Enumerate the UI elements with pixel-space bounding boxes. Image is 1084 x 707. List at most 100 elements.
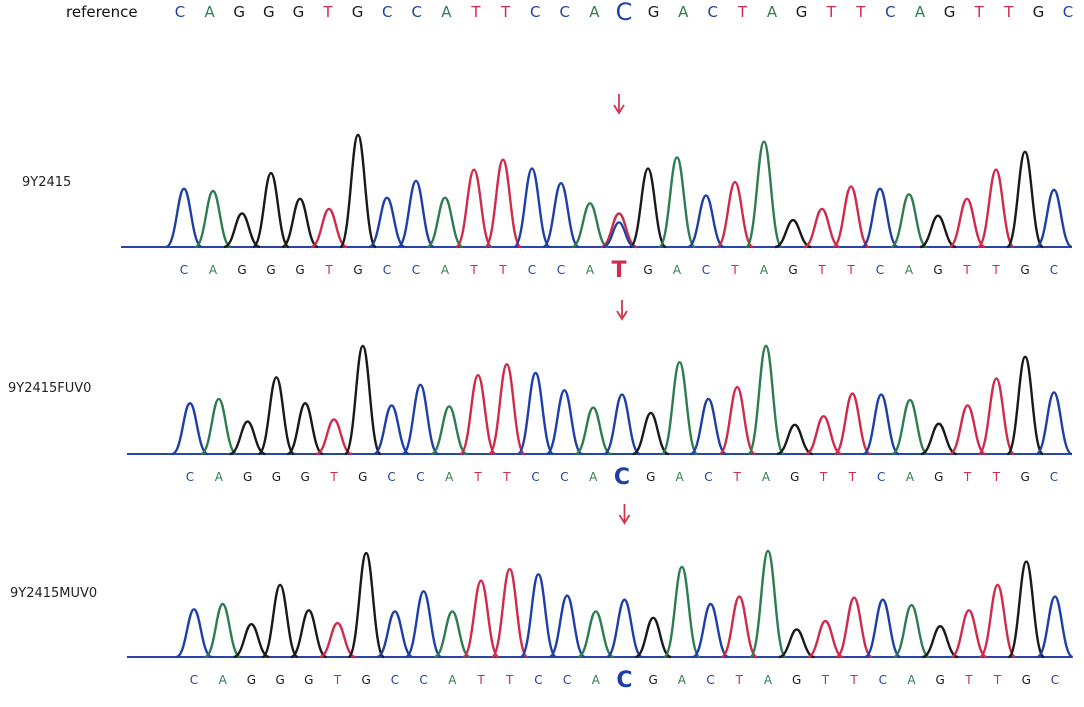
peak-a (574, 406, 612, 456)
peak-c (1035, 391, 1073, 456)
base-call: G (353, 263, 362, 277)
base-call: A (215, 470, 224, 484)
reference-base: C (412, 3, 422, 21)
peak-t (835, 596, 873, 659)
base-call: C (876, 263, 884, 277)
peak-t (310, 207, 348, 249)
peak-c (373, 404, 411, 456)
peak-t (716, 180, 754, 249)
peak-t (807, 619, 844, 659)
base-call: T (848, 470, 857, 484)
peak-g (628, 167, 668, 249)
trace-9y2415: 9Y2415 C A G G G T G C C A T T C C A T G A C T A G T T C A G T T G C (22, 94, 1073, 283)
peak-c (368, 196, 406, 249)
base-call: C (387, 470, 395, 484)
base-call: C (702, 263, 710, 277)
base-call: G (649, 673, 658, 687)
peak-g (233, 622, 270, 659)
base-call: C (412, 263, 420, 277)
base-call: T (733, 470, 742, 484)
peak-c (692, 602, 729, 659)
base-call: A (448, 673, 457, 687)
peak-t (483, 158, 523, 249)
peak-c (687, 194, 725, 249)
base-call: G (1020, 263, 1029, 277)
peak-g (229, 420, 266, 456)
peak-c (397, 179, 435, 249)
sample-label: 9Y2415 (22, 175, 71, 190)
base-call: G (243, 470, 252, 484)
peak-a (204, 602, 242, 659)
peak-g (632, 411, 670, 456)
base-call: T (819, 470, 828, 484)
peak-a (426, 196, 464, 249)
base-call: A (906, 470, 915, 484)
variant-arrow (616, 300, 628, 321)
sample-label: 9Y2415MUV0 (10, 586, 97, 601)
reference-base: C (382, 3, 392, 21)
base-call: G (362, 673, 371, 687)
peak-t (948, 197, 986, 249)
peak-c (175, 608, 213, 659)
base-call: T (469, 263, 478, 277)
reference-base: A (767, 3, 778, 21)
reference-base: T (826, 3, 837, 21)
base-call: G (792, 673, 801, 687)
reference-base: T (974, 3, 985, 21)
reference-base: C (616, 0, 633, 26)
peak-g (290, 609, 328, 659)
base-call: T (963, 470, 972, 484)
base-call: A (675, 470, 684, 484)
peak-a (749, 549, 787, 659)
base-call: A (907, 673, 916, 687)
base-call: C (1050, 263, 1058, 277)
reference-base: G (796, 3, 808, 21)
peak-g (921, 625, 959, 659)
base-call: C (391, 673, 399, 687)
peak-t (315, 418, 353, 456)
base-call: G (643, 263, 652, 277)
peak-g (776, 423, 814, 456)
base-call: C (879, 673, 887, 687)
base-call: G (358, 470, 367, 484)
base-call: C (190, 673, 198, 687)
peak-a (890, 193, 928, 249)
base-call: T (502, 470, 511, 484)
reference-base: A (678, 3, 689, 21)
reference-base: G (944, 3, 956, 21)
base-call: C (563, 673, 571, 687)
minor-peak (602, 221, 636, 249)
peak-t (979, 583, 1017, 659)
peak-a (746, 344, 786, 456)
peak-g (778, 628, 815, 659)
peak-g (223, 212, 261, 249)
base-call: C (1050, 470, 1058, 484)
peak-t (720, 595, 758, 659)
base-call: A (445, 470, 454, 484)
peak-g (1007, 560, 1046, 659)
base-call: G (646, 470, 655, 484)
peak-c (376, 610, 414, 659)
base-call: A (760, 263, 769, 277)
peak-t (600, 212, 638, 249)
peak-g (343, 344, 382, 456)
reference-base: A (915, 3, 926, 21)
base-call: C (1051, 673, 1059, 687)
reference-base: C (1063, 3, 1073, 21)
peak-t (487, 363, 526, 456)
reference-base: G (263, 3, 275, 21)
peak-c (542, 181, 580, 249)
peak-g (1006, 355, 1045, 456)
base-call: C (706, 673, 714, 687)
peak-t (977, 377, 1016, 456)
base-call: G (272, 470, 281, 484)
peak-c (405, 590, 443, 659)
peak-g (286, 402, 324, 456)
reference-label: reference (66, 3, 138, 21)
trace-9y2415fuv0: 9Y2415FUV0 C A G G G T G C C A T T C C A C G A C T A G T T C A G T T… (8, 300, 1073, 490)
base-call: C (186, 470, 194, 484)
peak-c (864, 598, 902, 659)
base-call: T (821, 673, 830, 687)
base-call: T (498, 263, 507, 277)
peak-a (891, 398, 929, 456)
